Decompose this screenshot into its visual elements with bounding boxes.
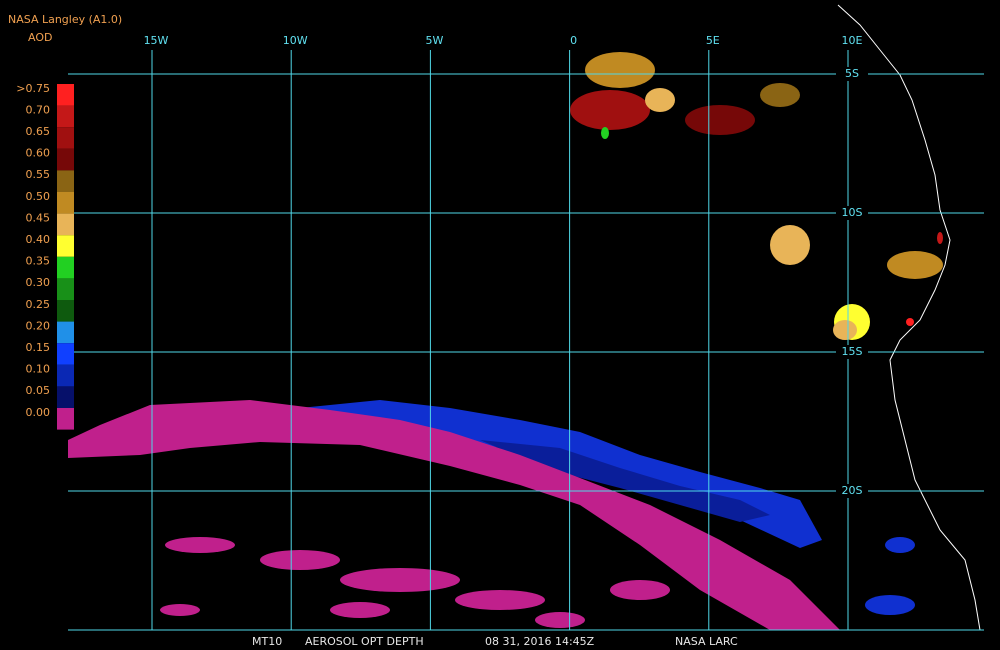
longitude-label: 10E <box>842 34 863 47</box>
legend-swatch <box>57 343 74 365</box>
legend-swatch <box>57 408 74 430</box>
variable-name: AOD <box>28 31 52 44</box>
legend-label: 0.55 <box>26 168 51 181</box>
aerosol-field <box>68 52 943 630</box>
legend-label: 0.70 <box>26 103 51 116</box>
legend-swatch <box>57 127 74 149</box>
footer-text: NASA LARC <box>675 635 738 648</box>
footer-text: 08 31, 2016 14:45Z <box>485 635 595 648</box>
aod-patch <box>535 612 585 628</box>
latitude-label: 20S <box>842 484 863 497</box>
aod-patch <box>165 537 235 553</box>
longitude-label: 5E <box>706 34 720 47</box>
aod-patch <box>937 232 943 244</box>
legend-label: 0.25 <box>26 298 51 311</box>
legend-label: 0.15 <box>26 341 51 354</box>
aod-patch <box>887 251 943 279</box>
label-backdrop <box>836 206 868 220</box>
aod-patch <box>160 604 200 616</box>
aod-patch <box>833 320 857 340</box>
legend-swatch <box>57 170 74 192</box>
legend-swatch <box>57 364 74 387</box>
latitude-label: 15S <box>842 345 863 358</box>
legend-swatch <box>57 256 74 279</box>
legend-label: 0.65 <box>26 125 51 138</box>
graticule <box>68 50 984 631</box>
graticule-labels: 15W 10W 5W 0 5E 10E 5S 10S 15S 20S <box>144 34 868 498</box>
longitude-label: 15W <box>144 34 169 47</box>
longitude-label: 10W <box>283 34 308 47</box>
longitude-label: 5W <box>425 34 443 47</box>
legend-swatch <box>57 235 74 257</box>
aod-patch <box>770 225 810 265</box>
legend-swatch <box>57 105 74 128</box>
legend-swatch <box>57 278 74 300</box>
legend-label: 0.10 <box>26 363 51 376</box>
aod-magenta-band <box>68 400 840 630</box>
aod-patch <box>585 52 655 88</box>
aod-patch <box>760 83 800 107</box>
legend-swatch <box>57 148 74 171</box>
legend-swatch <box>57 321 74 344</box>
legend-swatch <box>57 192 74 214</box>
aod-patch <box>645 88 675 112</box>
legend-label: 0.40 <box>26 233 51 246</box>
label-backdrop <box>836 67 868 81</box>
aod-patch <box>330 602 390 618</box>
legend-swatch <box>57 213 74 236</box>
legend-swatch <box>57 84 74 106</box>
aod-patch <box>455 590 545 610</box>
longitude-label: 0 <box>570 34 577 47</box>
aod-patch <box>340 568 460 592</box>
footer: MT10 AEROSOL OPT DEPTH 08 31, 2016 14:45Z N… <box>252 635 738 648</box>
aod-patch <box>865 595 915 615</box>
latitude-label: 5S <box>845 67 859 80</box>
label-backdrop <box>836 484 868 498</box>
label-backdrop <box>836 345 868 359</box>
legend-label: 0.00 <box>26 406 51 419</box>
aod-patch <box>885 537 915 553</box>
footer-text: AEROSOL OPT DEPTH <box>305 635 424 648</box>
footer-text: MT10 <box>252 635 282 648</box>
legend-label: 0.50 <box>26 190 51 203</box>
legend-label: 0.35 <box>26 255 51 268</box>
aod-dark-blue-region <box>480 440 770 522</box>
coastline <box>837 4 981 631</box>
aod-patch <box>601 127 609 139</box>
aod-patch <box>906 318 914 326</box>
data-source: NASA Langley (A1.0) <box>8 13 122 26</box>
legend-label: 0.30 <box>26 276 51 289</box>
latitude-label: 10S <box>842 206 863 219</box>
color-scale: >0.75 0.70 0.65 0.60 0.55 0.50 0.45 0.40 0.35 0.3… <box>16 82 74 430</box>
aod-patch <box>685 105 755 135</box>
aod-patch <box>570 90 650 130</box>
legend-label: 0.20 <box>26 319 51 332</box>
legend-label: 0.05 <box>26 384 51 397</box>
aod-patch <box>610 580 670 600</box>
legend-label: 0.45 <box>26 211 51 224</box>
legend-swatch <box>57 300 74 322</box>
legend-label: 0.60 <box>26 147 51 160</box>
legend-swatch <box>57 386 74 408</box>
legend-label: >0.75 <box>16 82 50 95</box>
aod-patch <box>260 550 340 570</box>
